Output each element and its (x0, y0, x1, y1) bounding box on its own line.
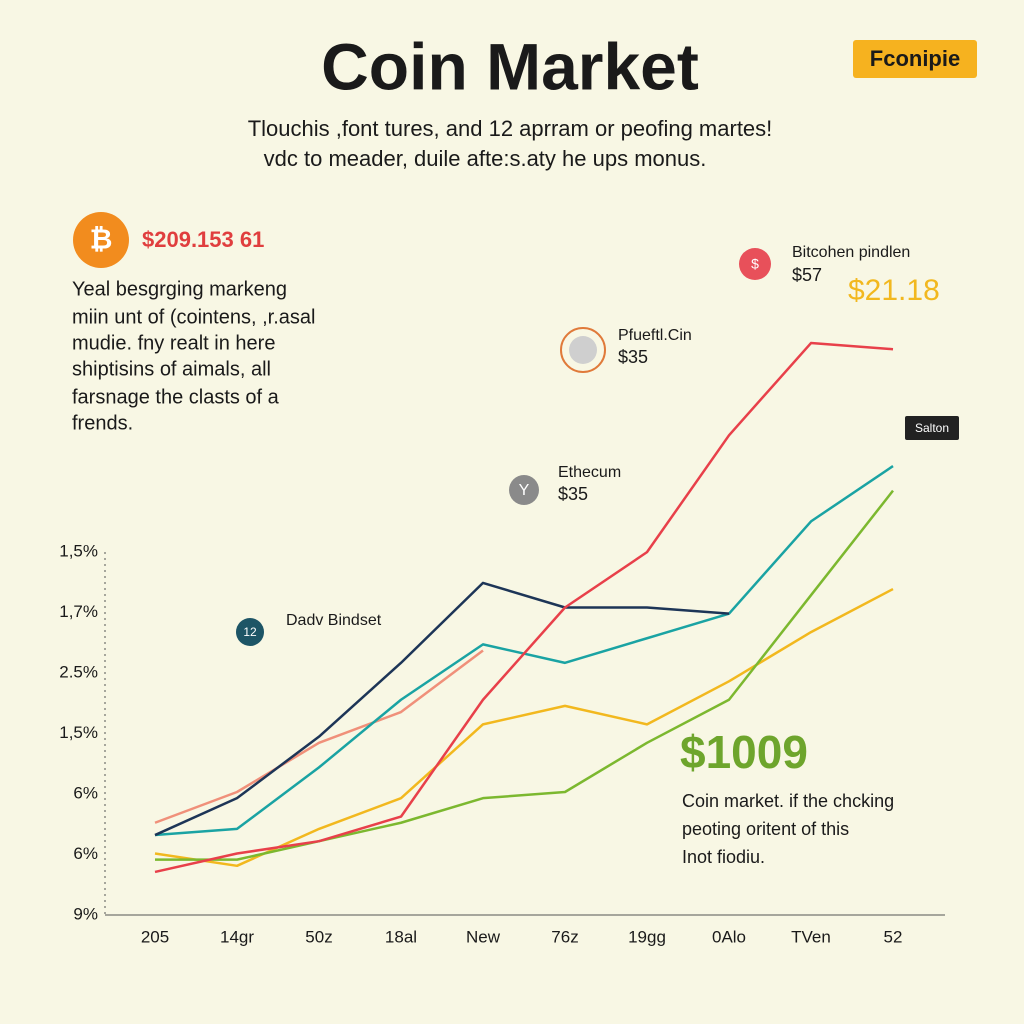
callout-name: Bitcohen pindlen (792, 244, 910, 261)
y-axis-label: 2.5% (59, 662, 98, 681)
callout-name: Ethecum (558, 464, 621, 481)
x-tick-label: 52 (884, 927, 903, 946)
intro-line: mudie. fny realt in here (72, 332, 275, 354)
callout-price: $57 (792, 265, 822, 285)
intro-line: farsnage the clasts of a (72, 386, 280, 408)
callout-icon (569, 336, 597, 364)
intro-line: frends. (72, 412, 133, 434)
logo-badge (853, 40, 977, 78)
x-tick-label: 0Alo (712, 927, 746, 946)
callout-ring (560, 327, 606, 373)
flag-box (905, 416, 959, 440)
callout-icon-text: 12 (243, 625, 257, 639)
y-axis-label: 6% (73, 844, 98, 863)
callout-name: Pfueftl.Cin (618, 327, 692, 344)
title: Coin Market (321, 29, 699, 103)
intro-line: miin unt of (cointens, ,r.asal (72, 306, 315, 328)
callout-icon-text: Y (519, 482, 530, 499)
y-axis-label: 1,5% (59, 723, 98, 742)
x-tick-label: 14gr (220, 927, 254, 946)
x-tick-label: 50z (305, 927, 332, 946)
y-axis-label: 1,5% (59, 541, 98, 560)
subtitle: Tlouchis ,font tures, and 12 aprram or p… (248, 116, 773, 141)
y-axis-label: 9% (73, 904, 98, 923)
series-line (154, 341, 894, 874)
subtitle: vdc to meader, duile afte:s.aty he ups m… (264, 146, 707, 171)
y-axis-label: 1,7% (59, 602, 98, 621)
x-tick-label: New (466, 927, 501, 946)
x-tick-label: 205 (141, 927, 169, 946)
intro: Yeal besgrging markeng miin unt of (coin… (72, 278, 315, 434)
highlight: $1009 (680, 726, 808, 778)
y-axis-label: 6% (73, 783, 98, 802)
bitcoin-price: $209.153 61 (142, 227, 264, 252)
flag: Salton (915, 421, 949, 435)
x-tick-label: TVen (791, 927, 831, 946)
callout-icon (509, 475, 539, 505)
callout-icon (739, 248, 771, 280)
series-line (154, 581, 730, 837)
callout-price: $35 (558, 484, 588, 504)
intro-line: shiptisins of aimals, all (72, 358, 271, 380)
bitcoin-symbol: ₿ (90, 223, 113, 254)
series-line (154, 649, 484, 824)
callout-price: $35 (618, 347, 648, 367)
note-line: peoting oritent of this (682, 819, 849, 839)
series-line (155, 489, 894, 861)
intro-line: Yeal besgrging markeng (72, 278, 287, 300)
callout-name: Dadv Bindset (286, 612, 382, 629)
x-tick-label: 19gg (628, 927, 666, 946)
logo: Fconipie (870, 46, 960, 71)
callout-icon-text: $ (751, 256, 759, 272)
note-line: Coin market. if the chcking (682, 791, 894, 811)
callout-icon (236, 618, 264, 646)
callout-extra: $21.18 (848, 274, 940, 307)
x-tick-label: 18al (385, 927, 417, 946)
note-line: Inot fiodiu. (682, 847, 765, 867)
bitcoin-icon (73, 212, 129, 268)
x-tick-label: 76z (551, 927, 578, 946)
